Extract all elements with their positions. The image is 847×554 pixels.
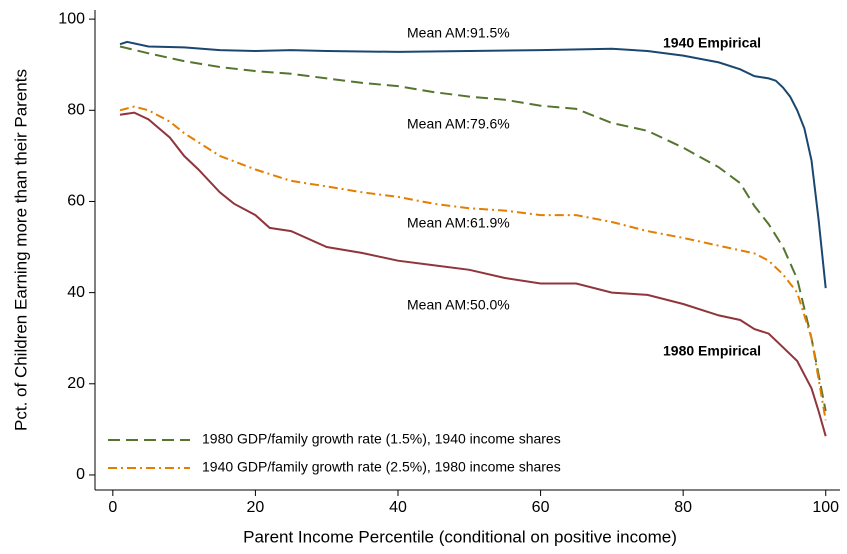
annotation: Mean AM:50.0% bbox=[407, 297, 510, 313]
series-label: 1940 Empirical bbox=[663, 35, 761, 51]
y-tick-label: 20 bbox=[67, 375, 85, 392]
x-tick-label: 0 bbox=[108, 499, 117, 516]
y-tick-label: 40 bbox=[67, 284, 85, 301]
legend-label: 1980 GDP/family growth rate (1.5%), 1940… bbox=[202, 431, 561, 447]
line-series bbox=[119, 111, 827, 437]
y-tick-label: 60 bbox=[67, 193, 85, 210]
x-tick-label: 80 bbox=[674, 499, 692, 516]
annotation: Mean AM:79.6% bbox=[407, 116, 510, 132]
line-series bbox=[119, 45, 827, 412]
line-series bbox=[119, 40, 827, 289]
y-tick-label: 100 bbox=[58, 10, 85, 27]
series-label: 1980 Empirical bbox=[663, 343, 761, 359]
annotation: Mean AM:91.5% bbox=[407, 25, 510, 41]
x-tick-label: 40 bbox=[389, 499, 407, 516]
x-axis-label: Parent Income Percentile (conditional on… bbox=[243, 527, 677, 546]
y-axis-label: Pct. of Children Earning more than their… bbox=[11, 69, 30, 431]
annotation: Mean AM:61.9% bbox=[407, 215, 510, 231]
x-tick-label: 60 bbox=[532, 499, 550, 516]
x-tick-label: 20 bbox=[247, 499, 265, 516]
line-series bbox=[119, 105, 827, 421]
y-tick-label: 0 bbox=[76, 466, 85, 483]
x-tick-label: 100 bbox=[812, 499, 839, 516]
legend-label: 1940 GDP/family growth rate (2.5%), 1980… bbox=[202, 459, 561, 475]
y-tick-label: 80 bbox=[67, 102, 85, 119]
